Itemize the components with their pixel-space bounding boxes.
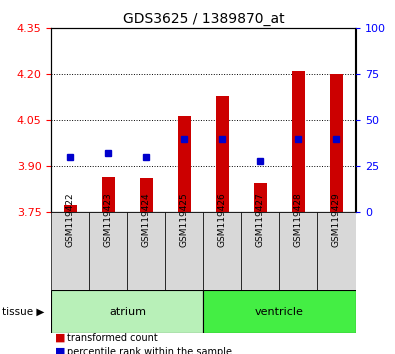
Bar (127, 212, 166, 290)
Bar (89, 212, 127, 290)
Bar (178, 116, 191, 212)
Bar (51, 290, 203, 333)
Text: GSM119423: GSM119423 (104, 193, 113, 247)
Bar (330, 74, 343, 212)
Text: GSM119428: GSM119428 (294, 193, 303, 247)
Text: GSM119427: GSM119427 (256, 193, 265, 247)
Text: tissue ▶: tissue ▶ (2, 307, 44, 316)
Text: ventricle: ventricle (255, 307, 304, 316)
Bar (203, 212, 241, 290)
Text: ■: ■ (55, 347, 66, 354)
Text: GSM119424: GSM119424 (142, 193, 151, 247)
Bar (51, 212, 89, 290)
Bar (254, 183, 267, 212)
Bar (241, 212, 279, 290)
Bar (166, 212, 203, 290)
Bar (102, 177, 115, 212)
Text: GSM119429: GSM119429 (332, 193, 341, 247)
Bar (64, 205, 77, 212)
Text: percentile rank within the sample: percentile rank within the sample (67, 347, 232, 354)
Text: GSM119426: GSM119426 (218, 193, 227, 247)
Text: ■: ■ (55, 333, 66, 343)
Bar (279, 212, 318, 290)
Text: atrium: atrium (109, 307, 146, 316)
Bar (203, 290, 356, 333)
Bar (292, 71, 305, 212)
Bar (318, 212, 356, 290)
Text: GSM119425: GSM119425 (180, 193, 189, 247)
Title: GDS3625 / 1389870_at: GDS3625 / 1389870_at (122, 12, 284, 26)
Bar (140, 178, 153, 212)
Text: GSM119422: GSM119422 (66, 193, 75, 247)
Bar (216, 96, 229, 212)
Text: transformed count: transformed count (67, 333, 158, 343)
